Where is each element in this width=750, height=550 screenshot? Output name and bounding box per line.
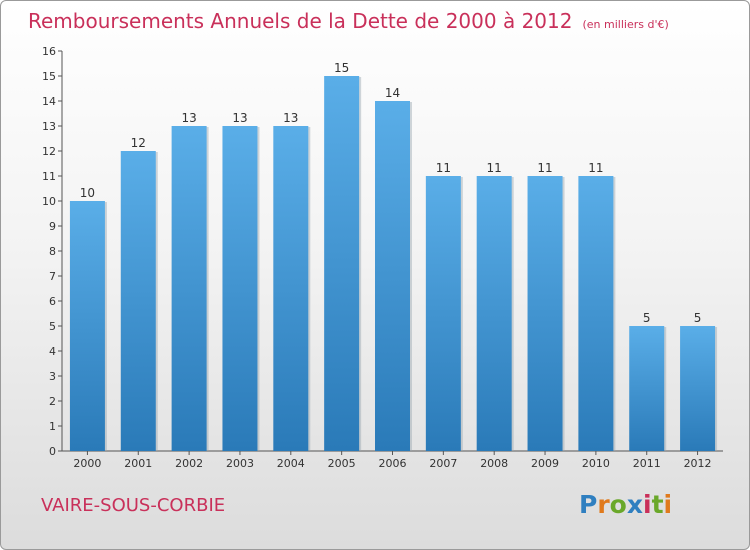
data-label: 14: [385, 86, 400, 100]
y-tick-label: 14: [42, 95, 56, 108]
y-tick-label: 8: [49, 245, 56, 258]
logo-letter: i: [663, 490, 673, 519]
bar: [578, 176, 614, 451]
bar: [680, 326, 716, 451]
y-tick-label: 1: [49, 420, 56, 433]
y-tick-label: 0: [49, 445, 56, 458]
y-tick-label: 2: [49, 395, 56, 408]
y-tick-label: 16: [42, 45, 56, 58]
x-tick-label: 2011: [633, 457, 661, 470]
chart-title: Remboursements Annuels de la Dette de 20…: [28, 9, 669, 33]
x-tick-label: 2005: [328, 457, 356, 470]
logo-letter: t: [651, 490, 664, 519]
bar: [629, 326, 665, 451]
data-label: 13: [283, 111, 298, 125]
logo-letter: x: [626, 490, 643, 519]
bar: [375, 101, 410, 451]
data-label: 11: [588, 161, 603, 175]
logo-letter: o: [609, 490, 627, 519]
logo-letter: i: [643, 490, 652, 519]
x-tick-label: 2003: [226, 457, 254, 470]
data-label: 13: [232, 111, 247, 125]
x-tick-label: 2012: [684, 457, 712, 470]
y-tick-label: 4: [49, 345, 56, 358]
x-tick-label: 2009: [531, 457, 559, 470]
y-tick-label: 7: [49, 270, 56, 283]
proxiti-logo[interactable]: Proxiti: [579, 490, 672, 519]
data-label: 12: [131, 136, 146, 150]
logo-letter: r: [597, 490, 610, 519]
bar: [425, 176, 461, 451]
y-tick-label: 9: [49, 220, 56, 233]
logo-letter: P: [579, 490, 598, 519]
y-tick-label: 10: [42, 195, 56, 208]
bar: [527, 176, 563, 451]
data-label: 10: [80, 186, 95, 200]
x-tick-label: 2001: [124, 457, 152, 470]
y-tick-label: 6: [49, 295, 56, 308]
chart-bars: [69, 76, 718, 451]
x-tick-label: 2006: [379, 457, 407, 470]
chart-title-text: Remboursements Annuels de la Dette de 20…: [28, 9, 573, 33]
data-label: 5: [694, 311, 702, 325]
bar: [273, 126, 309, 451]
x-tick-label: 2000: [73, 457, 101, 470]
y-tick-label: 5: [49, 320, 56, 333]
bar: [171, 126, 207, 451]
bar: [324, 76, 360, 451]
data-label: 11: [487, 161, 502, 175]
commune-name: VAIRE-SOUS-CORBIE: [41, 495, 226, 516]
y-tick-label: 15: [42, 70, 56, 83]
y-tick-label: 12: [42, 145, 56, 158]
data-label: 13: [181, 111, 196, 125]
bar: [120, 151, 156, 451]
x-tick-label: 2004: [277, 457, 305, 470]
bar: [476, 176, 512, 451]
x-tick-label: 2002: [175, 457, 203, 470]
y-tick-label: 11: [42, 170, 56, 183]
chart-labels: 10 2000 12 2001 13 2002 13 2003 13 2004 15 2005 14 20…: [73, 61, 711, 470]
x-tick-label: 2008: [480, 457, 508, 470]
data-label: 11: [537, 161, 552, 175]
y-tick-label: 13: [42, 120, 56, 133]
x-tick-label: 2010: [582, 457, 610, 470]
chart-subtitle: (en milliers d'€): [582, 18, 669, 31]
y-tick-label: 3: [49, 370, 56, 383]
x-tick-label: 2007: [429, 457, 457, 470]
data-label: 5: [643, 311, 651, 325]
data-label: 15: [334, 61, 349, 75]
bar: [222, 126, 258, 451]
data-label: 11: [436, 161, 451, 175]
bar: [69, 201, 105, 451]
